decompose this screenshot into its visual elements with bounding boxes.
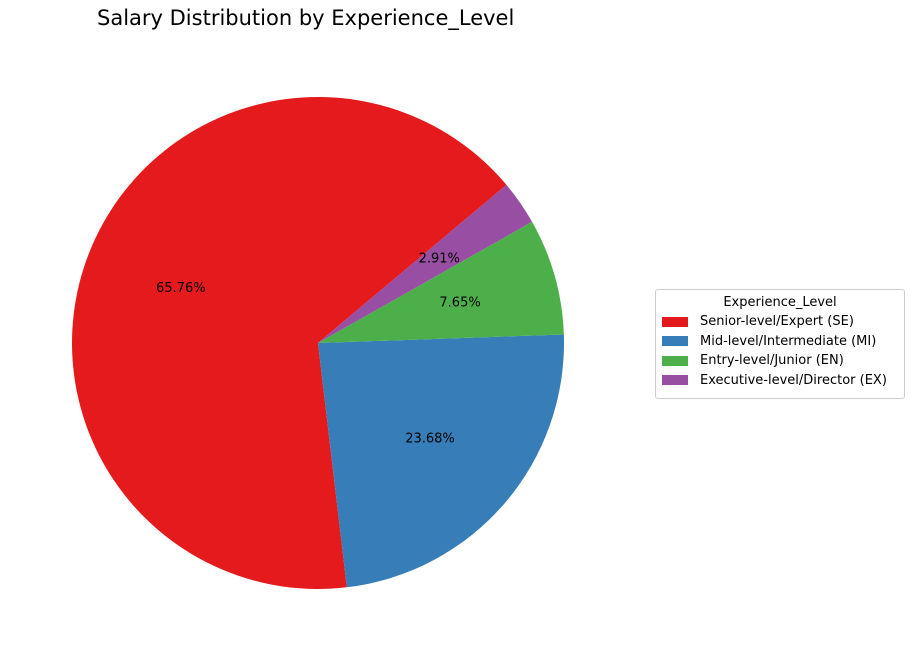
legend-label: Senior-level/Expert (SE) bbox=[700, 314, 854, 330]
pie-slice-0 bbox=[71, 96, 507, 590]
legend-swatch bbox=[662, 336, 688, 347]
legend-swatch bbox=[662, 316, 688, 327]
legend-swatch bbox=[662, 375, 688, 386]
legend-swatch bbox=[662, 355, 688, 366]
slice-percent-label-3: 2.91% bbox=[419, 251, 460, 266]
legend-item: Mid-level/Intermediate (MI) bbox=[656, 332, 904, 352]
pie-slice-2 bbox=[318, 221, 564, 343]
legend-label: Mid-level/Intermediate (MI) bbox=[700, 333, 877, 349]
pie-slice-3 bbox=[318, 184, 533, 343]
slice-percent-label-0: 65.76% bbox=[156, 281, 206, 296]
legend-item: Entry-level/Junior (EN) bbox=[656, 351, 904, 371]
chart-title: Salary Distribution by Experience_Level bbox=[97, 6, 515, 30]
legend-label: Executive-level/Director (EX) bbox=[700, 372, 887, 388]
legend-item: Senior-level/Expert (SE) bbox=[656, 312, 904, 332]
legend: Experience_Level Senior-level/Expert (SE… bbox=[655, 289, 905, 399]
slice-percent-label-2: 7.65% bbox=[439, 295, 480, 310]
pie-slice-1 bbox=[318, 334, 564, 588]
legend-label: Entry-level/Junior (EN) bbox=[700, 353, 844, 369]
legend-title: Experience_Level bbox=[723, 295, 837, 310]
slice-percent-label-1: 23.68% bbox=[405, 432, 455, 447]
legend-item: Executive-level/Director (EX) bbox=[656, 371, 904, 391]
